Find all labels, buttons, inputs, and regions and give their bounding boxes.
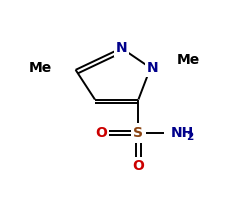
Text: Me: Me [29, 61, 52, 75]
Text: O: O [132, 159, 144, 173]
Text: NH: NH [171, 126, 194, 140]
Text: 2: 2 [186, 133, 193, 142]
Text: N: N [147, 61, 159, 75]
Text: S: S [133, 126, 143, 140]
Text: O: O [95, 126, 107, 140]
Text: N: N [116, 41, 127, 55]
Text: Me: Me [177, 53, 200, 67]
